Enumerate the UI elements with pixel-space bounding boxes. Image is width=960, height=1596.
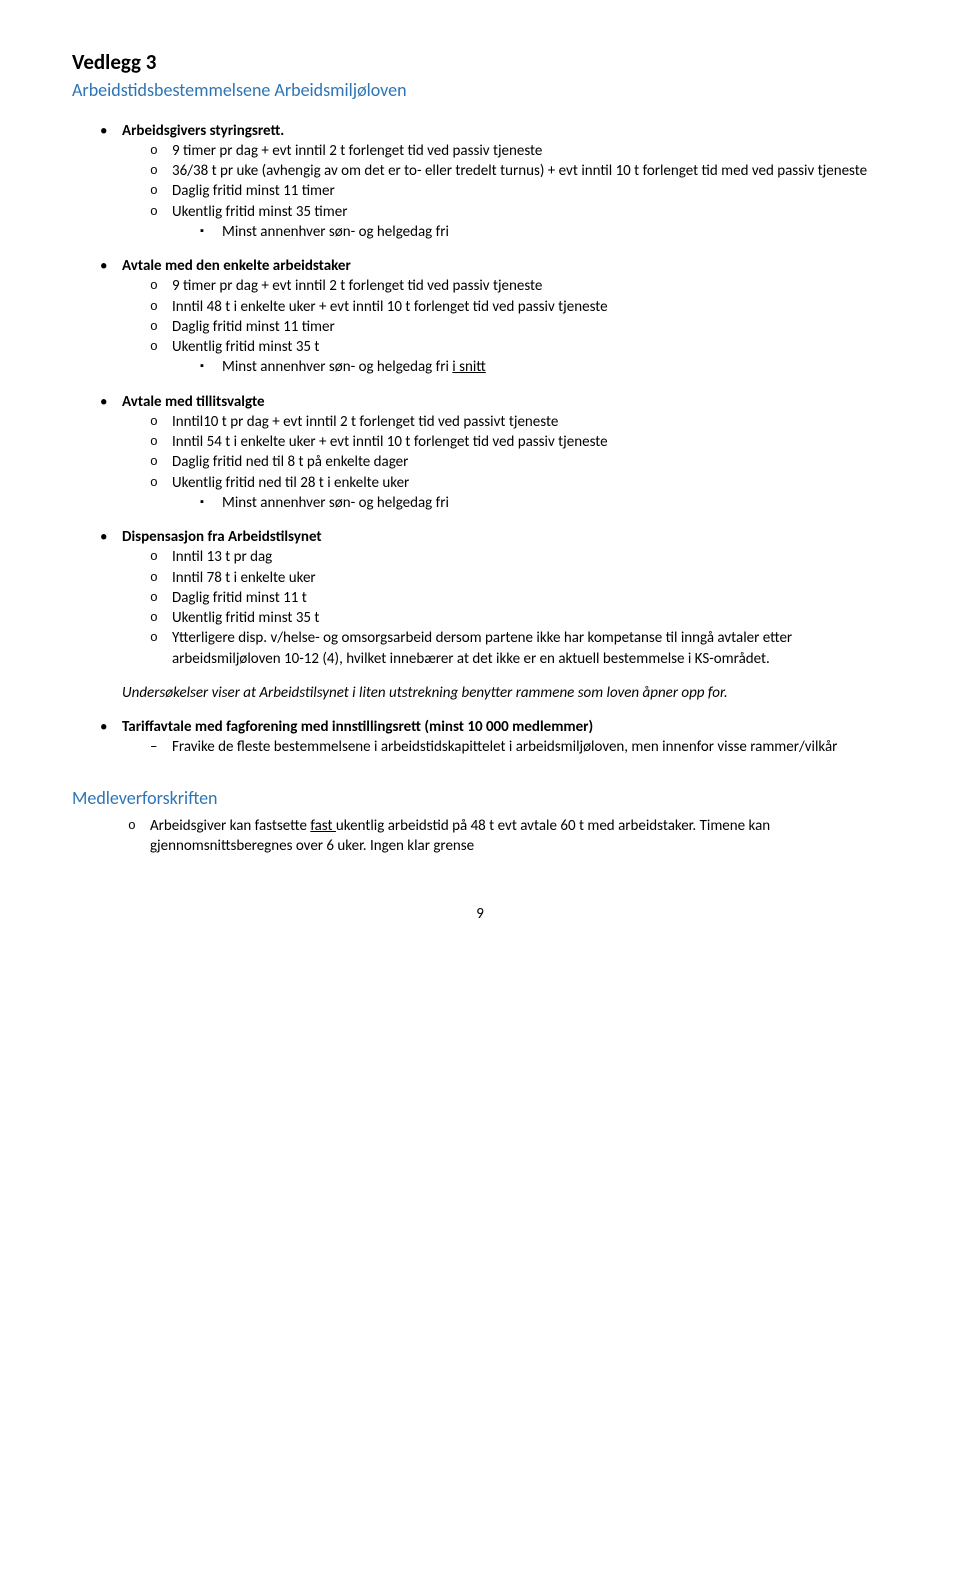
section-enkelte-arbeidstaker: Avtale med den enkelte arbeidstaker 9 ti… <box>72 256 888 378</box>
list-item: Inntil 54 t i enkelte uker + evt inntil … <box>150 432 888 452</box>
page-number: 9 <box>72 904 888 924</box>
section-styringsrett: Arbeidsgivers styringsrett. 9 timer pr d… <box>72 121 888 243</box>
list-item: Inntil 13 t pr dag <box>150 547 888 567</box>
list-item: Daglig fritid ned til 8 t på enkelte dag… <box>150 452 888 472</box>
section-heading: Dispensasjon fra Arbeidstilsynet <box>122 528 322 546</box>
list-item: Fravike de fleste bestemmelsene i arbeid… <box>150 737 888 757</box>
document-title: Vedlegg 3 <box>72 48 888 76</box>
section-dispensasjon: Dispensasjon fra Arbeidstilsynet Inntil … <box>72 527 888 669</box>
section-heading: Tariffavtale med fagforening med innstil… <box>122 718 593 736</box>
section-medlever: Arbeidsgiver kan fastsette fast ukentlig… <box>72 816 888 857</box>
section-heading: Avtale med den enkelte arbeidstaker <box>122 257 351 275</box>
section-heading: Arbeidsgivers styringsrett. <box>122 122 284 140</box>
list-item: Ukentlig fritid minst 35 t Minst annenhv… <box>150 337 888 378</box>
list-item: Arbeidsgiver kan fastsette fast ukentlig… <box>128 816 888 857</box>
list-item: Daglig fritid minst 11 timer <box>150 317 888 337</box>
list-item: Ukentlig fritid ned til 28 t i enkelte u… <box>150 473 888 514</box>
list-item: Ukentlig fritid minst 35 timer Minst ann… <box>150 202 888 243</box>
medlever-heading: Medleverforskriften <box>72 786 888 810</box>
list-item: Daglig fritid minst 11 t <box>150 588 888 608</box>
list-item: Minst annenhver søn- og helgedag fri <box>200 222 888 242</box>
list-item: 9 timer pr dag + evt inntil 2 t forlenge… <box>150 276 888 296</box>
dispensasjon-note: Undersøkelser viser at Arbeidstilsynet i… <box>122 683 888 703</box>
list-item: Minst annenhver søn- og helgedag fri i s… <box>200 357 888 377</box>
document-subtitle: Arbeidstidsbestemmelsene Arbeidsmiljølov… <box>72 78 888 102</box>
list-item: Inntil 48 t i enkelte uker + evt inntil … <box>150 297 888 317</box>
section-tariffavtale: Tariffavtale med fagforening med innstil… <box>72 717 888 758</box>
list-item: Minst annenhver søn- og helgedag fri <box>200 493 888 513</box>
list-item: Inntil10 t pr dag + evt inntil 2 t forle… <box>150 412 888 432</box>
section-tillitsvalgte: Avtale med tillitsvalgte Inntil10 t pr d… <box>72 392 888 514</box>
list-item: 9 timer pr dag + evt inntil 2 t forlenge… <box>150 141 888 161</box>
list-item: 36/38 t pr uke (avhengig av om det er to… <box>150 161 888 181</box>
list-item: Inntil 78 t i enkelte uker <box>150 568 888 588</box>
list-item: Daglig fritid minst 11 timer <box>150 181 888 201</box>
list-item: Ukentlig fritid minst 35 t <box>150 608 888 628</box>
list-item: Ytterligere disp. v/helse- og omsorgsarb… <box>150 628 888 669</box>
section-heading: Avtale med tillitsvalgte <box>122 393 265 411</box>
